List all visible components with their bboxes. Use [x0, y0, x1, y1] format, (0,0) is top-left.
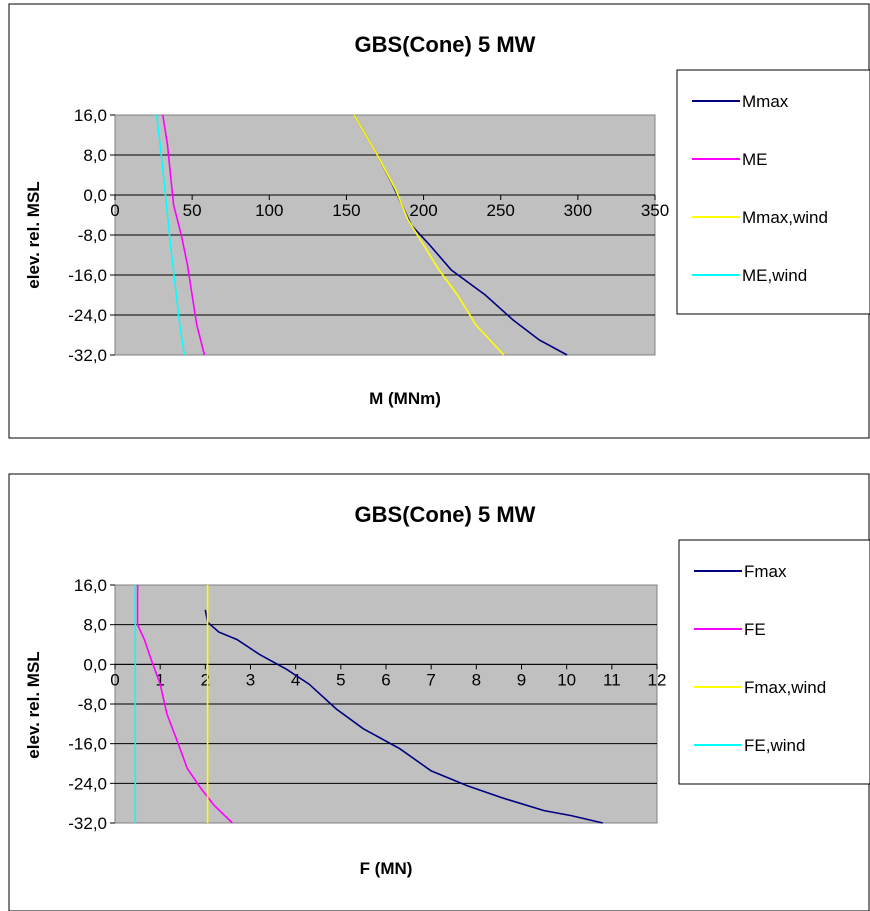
legend-label: ME: [742, 150, 768, 169]
force-chart: GBS(Cone) 5 MW 16,0 8,0 0,0 -8,0 -16,0 -24,0 -…: [8, 473, 870, 911]
x-tick-label: 300: [564, 201, 592, 220]
legend-label: ME,wind: [742, 266, 807, 285]
y-tick-label: -32,0: [68, 346, 107, 365]
series-line-fe: [136, 585, 233, 824]
moment-chart: GBS(Cone) 5 MW 16,0 8,0 0,0 -8,0 -16,0 -24,0 -…: [8, 3, 870, 439]
y-tick-label: 0,0: [83, 186, 107, 205]
x-tick-label: 5: [336, 670, 345, 689]
x-tick-label: 100: [255, 201, 283, 220]
x-tick-label: 50: [183, 201, 202, 220]
series-line-me-wind: [155, 114, 186, 356]
series-lines: [155, 114, 568, 356]
x-tick-label: 2: [201, 670, 210, 689]
x-tick-label: 350: [641, 201, 669, 220]
y-tick-label: 16,0: [74, 106, 107, 125]
legend-label: FE: [744, 620, 766, 639]
y-tick-label: 8,0: [83, 616, 107, 635]
x-tick-label: 3: [246, 670, 255, 689]
y-tick-label: 8,0: [83, 146, 107, 165]
y-axis-label: elev. rel. MSL: [24, 651, 43, 758]
x-tick-label: 8: [472, 670, 481, 689]
y-tick-label: -24,0: [68, 774, 107, 793]
y-tick-label: 0,0: [83, 655, 107, 674]
chart-title: GBS(Cone) 5 MW: [355, 502, 536, 527]
x-tick-label: 7: [426, 670, 435, 689]
series-line-me: [162, 114, 206, 356]
legend-label: FE,wind: [744, 736, 805, 755]
x-tick-label: 11: [603, 670, 621, 689]
y-tick-label: -8,0: [78, 226, 107, 245]
y-tick-labels: 16,0 8,0 0,0 -8,0 -16,0 -24,0 -32,0: [68, 576, 115, 833]
legend-label: Mmax,wind: [742, 208, 828, 227]
x-tick-label: 4: [291, 670, 300, 689]
legend-label: Fmax: [744, 562, 787, 581]
x-tick-label: 6: [381, 670, 390, 689]
y-tick-label: -8,0: [78, 695, 107, 714]
x-tick-label: 150: [332, 201, 360, 220]
legend-box: [676, 69, 870, 315]
series-line-fmax: [204, 609, 603, 824]
y-tick-label: -32,0: [68, 814, 107, 833]
x-tick-label: 12: [648, 670, 667, 689]
x-axis-label: F (MN): [360, 859, 413, 878]
x-tick-label: 9: [517, 670, 526, 689]
series-line-mmax-wind: [353, 114, 505, 356]
chart-title: GBS(Cone) 5 MW: [355, 32, 536, 57]
y-axis-label: elev. rel. MSL: [24, 181, 43, 288]
legend-label: Fmax,wind: [744, 678, 826, 697]
y-tick-label: -24,0: [68, 306, 107, 325]
x-tick-label: 0: [110, 670, 119, 689]
x-tick-label: 250: [487, 201, 515, 220]
x-tick-labels: 0 1 2 3 4 5 6 7 8 9 10 11 12: [110, 663, 667, 689]
y-tick-label: -16,0: [68, 266, 107, 285]
series-lines: [134, 585, 603, 824]
x-tick-label: 1: [155, 670, 164, 689]
y-tick-labels: 16,0 8,0 0,0 -8,0 -16,0 -24,0 -32,0: [68, 106, 115, 365]
x-tick-label: 0: [110, 201, 119, 220]
legend: Fmax FE Fmax,wind FE,wind: [694, 562, 826, 755]
x-tick-label: 200: [409, 201, 437, 220]
y-tick-label: -16,0: [68, 735, 107, 754]
legend-box: [678, 539, 870, 785]
x-axis-label: M (MNm): [369, 389, 441, 408]
legend-label: Mmax: [742, 92, 789, 111]
legend: Mmax ME Mmax,wind ME,wind: [692, 92, 828, 285]
x-tick-labels: 0 50 100 150 200 250 300 350: [110, 194, 669, 220]
y-tick-label: 16,0: [74, 576, 107, 595]
x-tick-label: 10: [557, 670, 576, 689]
